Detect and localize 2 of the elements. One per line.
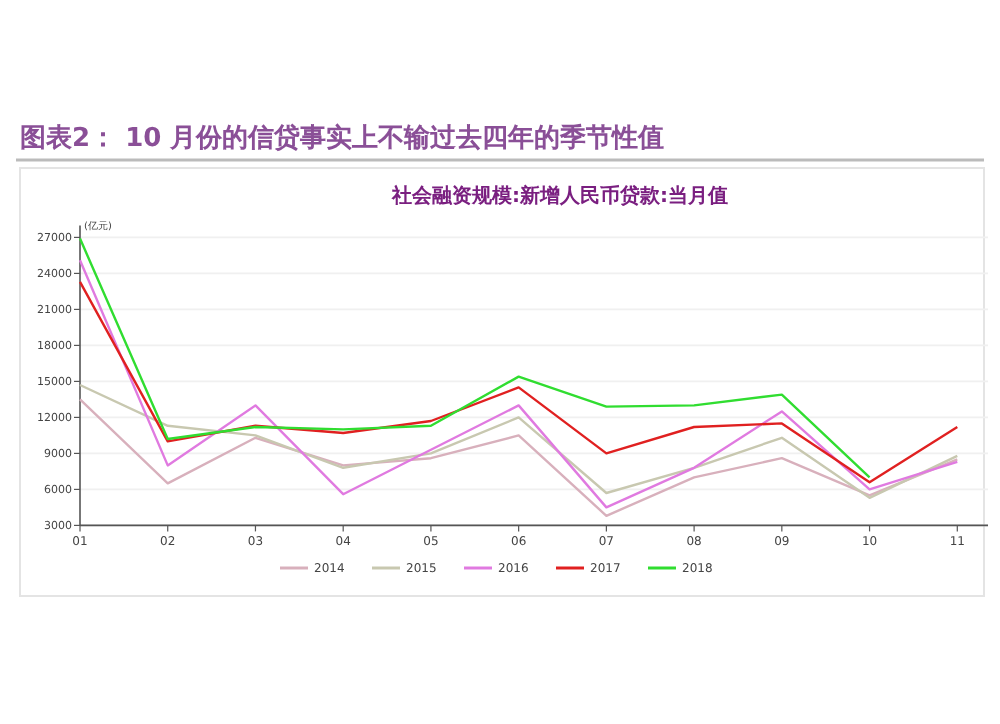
chart-title: 图表2： 10 月份的信贷事实上不输过去四年的季节性值 — [20, 122, 665, 154]
chart-subtitle: 社会融资规模:新增人民币贷款:当月值 — [390, 184, 728, 208]
